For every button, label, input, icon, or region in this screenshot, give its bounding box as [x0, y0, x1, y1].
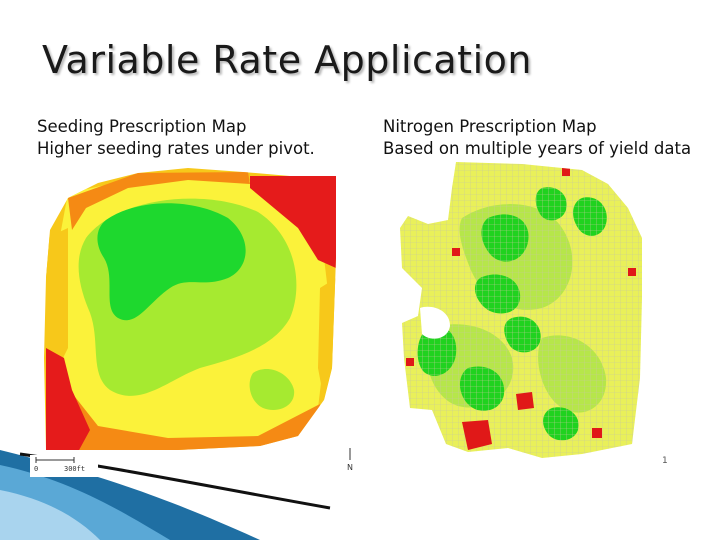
seeding-map-caption: Seeding Prescription Map Higher seeding … [37, 116, 315, 160]
zone-low [97, 203, 246, 321]
scale-end-label: 300ft [64, 465, 85, 473]
zone-mid-high-left [46, 228, 68, 368]
zone-mid-high-bottom [46, 368, 320, 450]
zone-high-7 [562, 168, 570, 176]
zone-low-2 [249, 369, 295, 410]
slide-title: Variable Rate Application [42, 38, 532, 82]
zone-high-1 [462, 420, 492, 450]
seeding-map-title: Seeding Prescription Map [37, 117, 247, 136]
zone-high-3 [452, 248, 460, 256]
zone-mid-high-right [318, 278, 336, 400]
north-label-left: N [347, 463, 353, 472]
seeding-map-subtitle: Higher seeding rates under pivot. [37, 139, 315, 158]
zone-mid-high-top [68, 172, 250, 230]
north-arrow-left: N [347, 448, 353, 472]
scale-start-label: 0 [34, 465, 38, 473]
seeding-prescription-map [44, 168, 336, 450]
field-notch [420, 306, 450, 339]
zone-high-4 [406, 358, 414, 366]
nitrogen-map-subtitle: Based on multiple years of yield data [383, 139, 692, 158]
zone-high-top-right [250, 176, 336, 268]
north-arrow-right: 1 [662, 456, 668, 466]
north-label-right: 1 [662, 456, 668, 466]
scale-bar: 0 300ft [30, 455, 98, 477]
nitrogen-map-caption: Nitrogen Prescription Map Based on multi… [383, 116, 691, 160]
zone-high-bottom-left [46, 348, 90, 450]
nitrogen-prescription-map [400, 162, 642, 458]
zone-high-2 [516, 392, 534, 410]
zone-high-6 [628, 268, 636, 276]
zone-high-5 [592, 428, 602, 438]
nitrogen-map-title: Nitrogen Prescription Map [383, 117, 597, 136]
